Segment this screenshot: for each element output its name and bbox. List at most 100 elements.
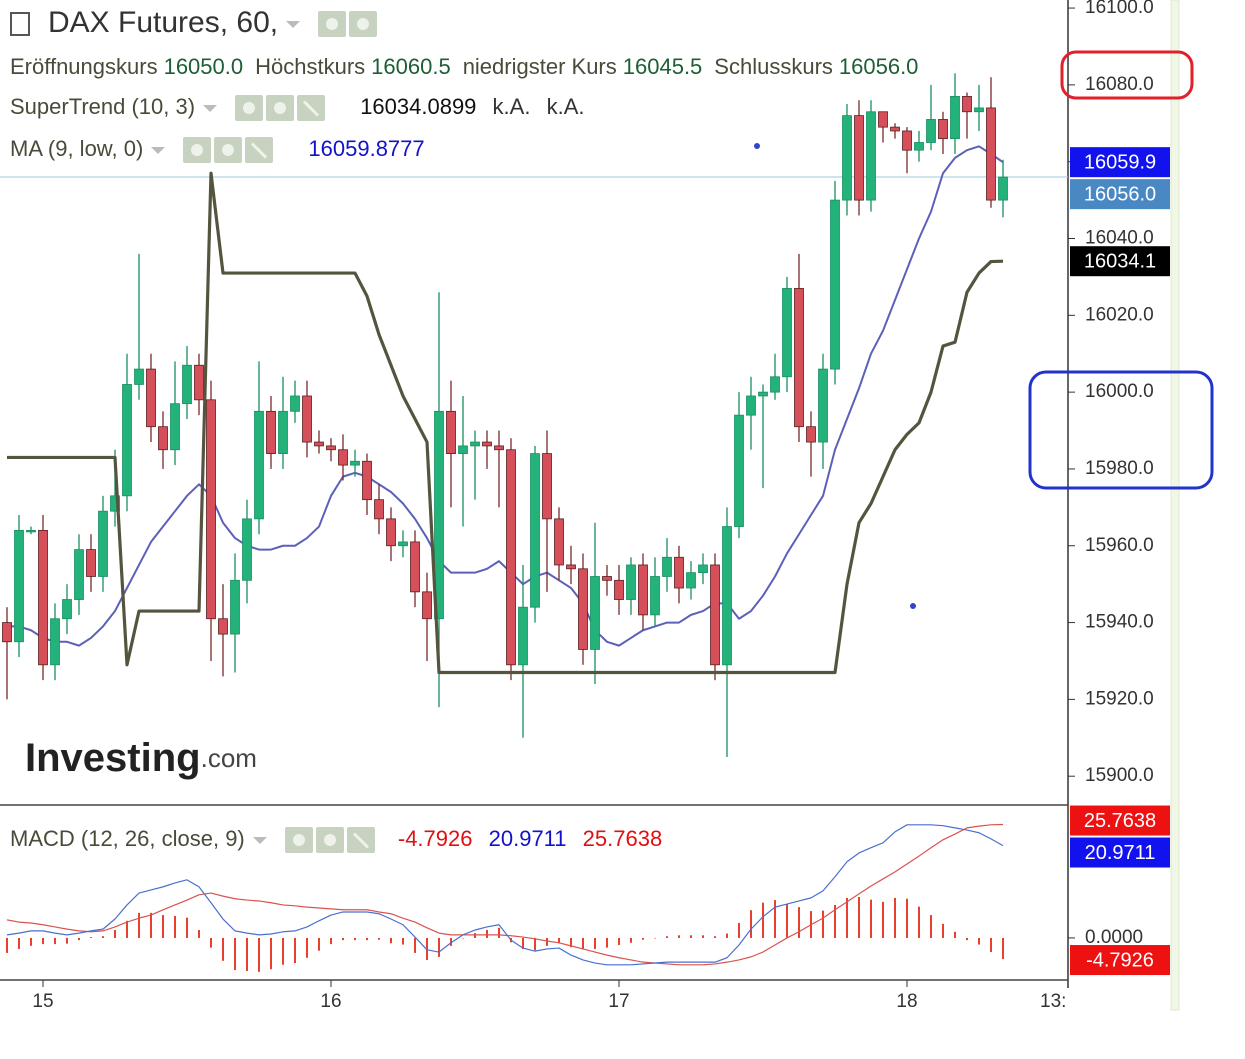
histogram-bar <box>882 901 884 938</box>
histogram-bar <box>978 937 980 945</box>
candle-body <box>110 495 120 512</box>
legend-value: 16060.5 <box>371 54 451 79</box>
candle-body <box>458 445 468 454</box>
supertrend-price-label-box <box>1070 246 1170 277</box>
ohlc-legend: Eröffnungskurs 16050.0 Höchstkurs 16060.5 ni… <box>10 54 930 80</box>
legend-label: Eröffnungskurs <box>10 54 158 79</box>
histogram-bar <box>1002 937 1004 960</box>
icon[interactable] <box>266 95 295 122</box>
icon[interactable] <box>235 95 264 122</box>
signal-value-label-box <box>1070 805 1170 836</box>
candle-body <box>926 119 936 143</box>
ma-price-label-box <box>1070 147 1170 178</box>
histogram-bar <box>258 937 260 972</box>
icon[interactable] <box>349 11 378 38</box>
dropdown[interactable] <box>252 836 267 844</box>
histogram-bar <box>342 937 344 941</box>
icon[interactable] <box>183 137 212 164</box>
histogram-bar <box>222 937 224 961</box>
histogram-bar <box>618 937 620 945</box>
histogram-bar <box>114 930 116 938</box>
legend-value: 16045.5 <box>622 54 703 79</box>
candle-body <box>830 199 840 370</box>
candle-body <box>290 395 300 412</box>
histogram-bar <box>906 898 908 938</box>
x-tick-label: 18 <box>896 991 917 1012</box>
candle-body <box>122 384 132 497</box>
indicator-name: MACD (12, 26, close, 9) <box>10 826 245 851</box>
icon[interactable] <box>214 137 243 164</box>
histogram-bar <box>786 904 788 938</box>
candle-body <box>890 126 900 132</box>
candle-body <box>506 449 516 666</box>
histogram-bar <box>918 906 920 938</box>
candle-body <box>518 606 528 666</box>
logo-main: Investing <box>25 736 201 780</box>
legend-label: Höchstkurs <box>255 54 366 79</box>
histogram-bar <box>210 937 212 948</box>
supertrend-line <box>7 171 1004 675</box>
macd-legend: MACD (12, 26, close, 9) -4.7926 20.9711 … <box>10 826 662 854</box>
x-edge-label: 13: <box>1040 991 1066 1012</box>
candle-body <box>266 410 276 454</box>
candle-body <box>686 572 696 589</box>
candle-body <box>578 568 588 650</box>
icon[interactable] <box>346 827 375 854</box>
icon[interactable] <box>318 11 347 38</box>
legend-value: 16056.0 <box>838 54 919 79</box>
dropdown[interactable] <box>151 146 166 154</box>
histogram-bar <box>678 935 680 938</box>
histogram-bar <box>726 933 728 938</box>
candle-body <box>302 395 312 443</box>
histogram-bar <box>654 937 656 939</box>
histogram-bar <box>666 936 668 938</box>
histogram-bar <box>354 937 356 941</box>
y-tick-label: 15900.0 <box>1085 765 1154 786</box>
dropdown[interactable] <box>286 20 301 28</box>
candle-body <box>674 556 684 589</box>
candle-body <box>734 414 744 527</box>
histogram-bar <box>30 937 32 946</box>
icon[interactable] <box>315 827 344 854</box>
candle-body <box>482 441 492 447</box>
scroll-strip <box>1170 0 1180 1011</box>
histogram-bar <box>606 937 608 948</box>
icon[interactable] <box>284 827 313 854</box>
candle-body <box>962 96 972 113</box>
candle-body <box>86 549 96 577</box>
close-price-label-box <box>1070 179 1170 210</box>
icon[interactable] <box>245 137 274 164</box>
icon[interactable] <box>297 95 326 122</box>
candle-body <box>218 618 228 635</box>
candle-body <box>698 564 708 574</box>
annotation-box <box>1028 370 1214 490</box>
histogram-bar <box>42 937 44 945</box>
candle-body <box>626 564 636 600</box>
histogram-bar <box>774 900 776 938</box>
legend-label: niedrigster Kurs <box>462 54 617 79</box>
histogram-bar <box>750 910 752 938</box>
chart-title: DAX Futures, 60, <box>48 6 279 39</box>
histogram-bar <box>66 937 68 944</box>
histogram-bar <box>150 912 152 938</box>
histogram-bar <box>234 937 236 971</box>
candle-body <box>398 541 408 547</box>
candle-body <box>230 579 240 635</box>
candle-body <box>62 599 72 620</box>
candle-body <box>434 410 444 620</box>
y-tick-label: 16040.0 <box>1085 228 1154 249</box>
signal-value-label: 25.7638 <box>1084 810 1156 832</box>
histogram-bar <box>534 937 536 951</box>
candle-body <box>878 111 888 128</box>
indicator-value: 16059.8777 <box>308 136 425 161</box>
candle-body <box>806 426 816 443</box>
histogram-bar <box>762 902 764 938</box>
x-tick-label: 17 <box>608 991 629 1012</box>
indicator-name: MA (9, low, 0) <box>10 136 144 161</box>
x-tick-label: 16 <box>320 991 341 1012</box>
dropdown[interactable] <box>203 104 218 112</box>
collapse-box[interactable] <box>10 12 30 37</box>
histogram-bar <box>78 937 80 941</box>
candle-body <box>974 107 984 113</box>
